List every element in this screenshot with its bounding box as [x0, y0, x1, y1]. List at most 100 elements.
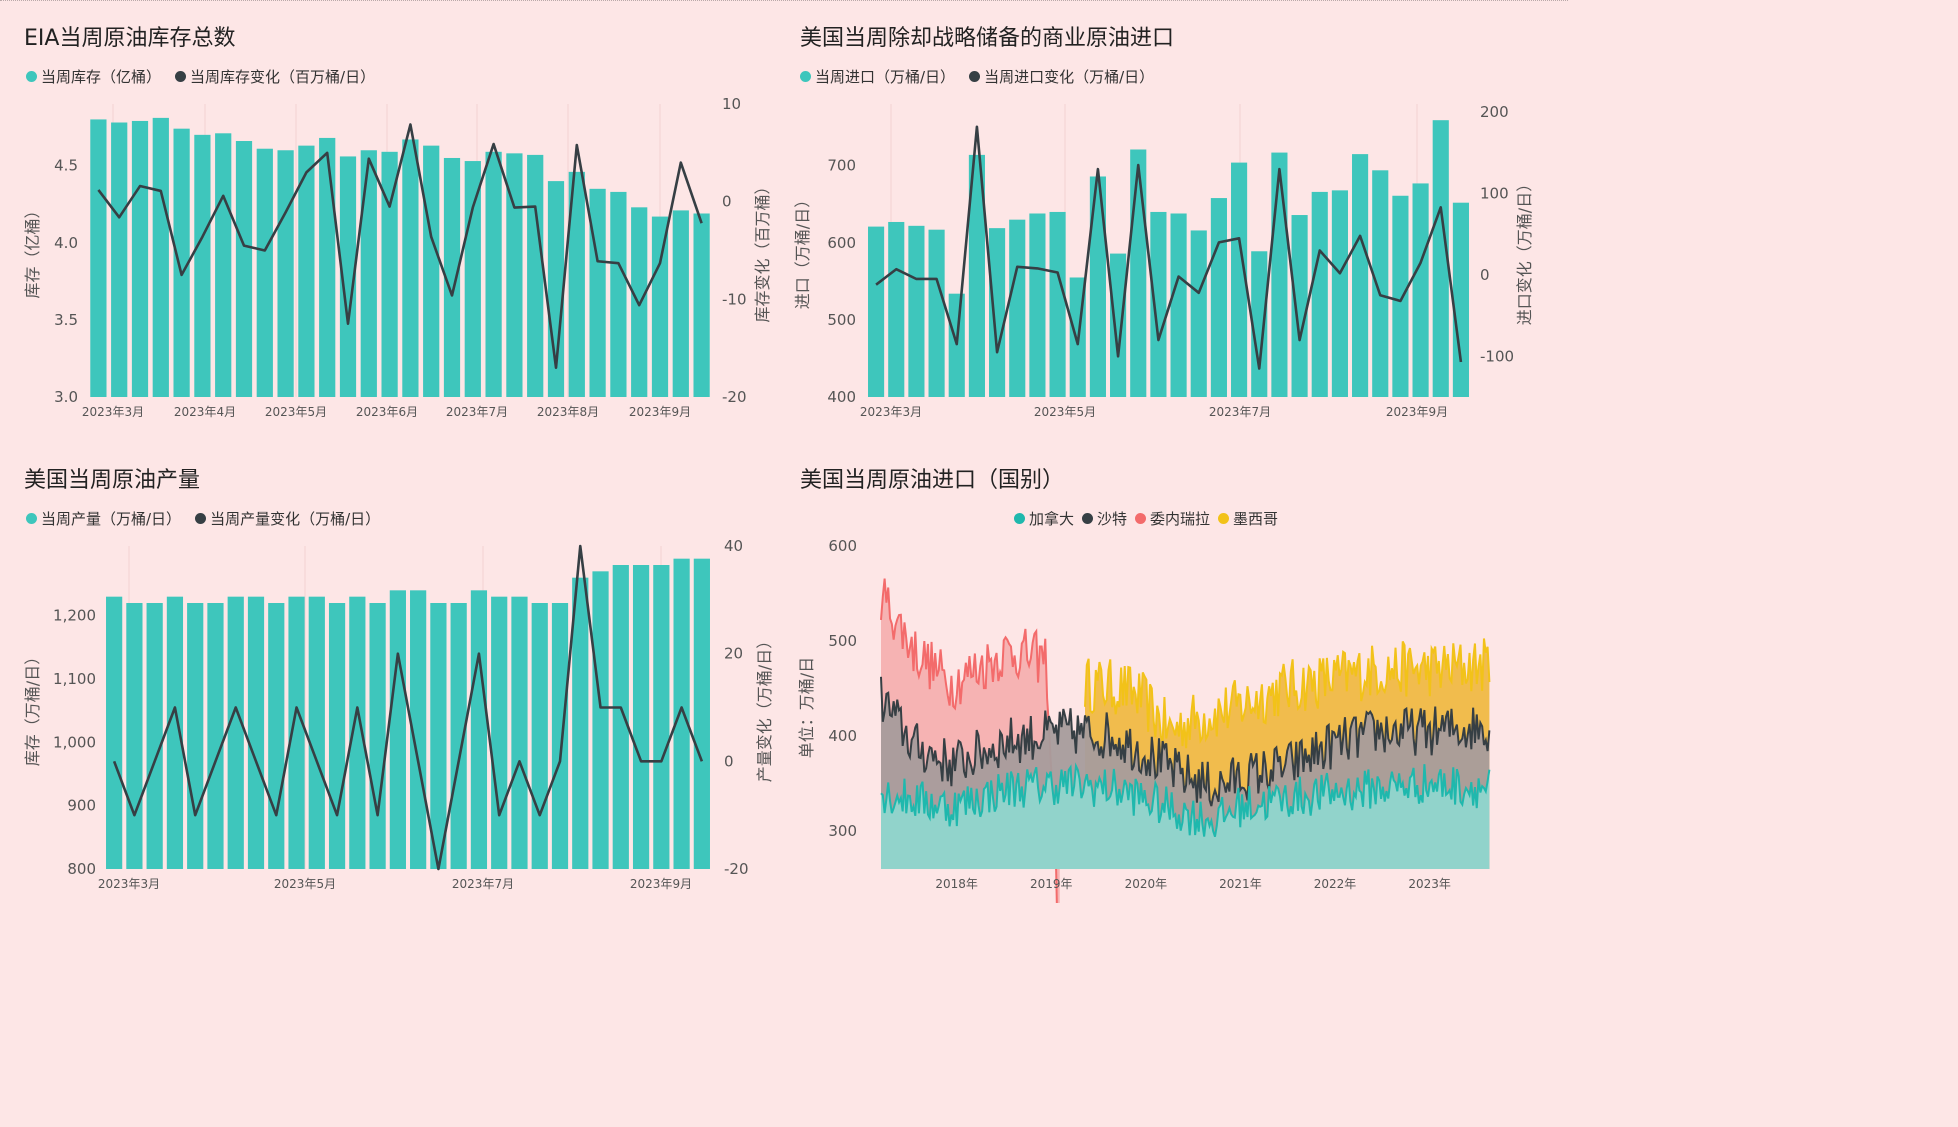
- bar: [288, 596, 305, 869]
- bar: [111, 122, 128, 398]
- bar: [592, 571, 609, 869]
- legend-dot-icon: [26, 513, 37, 524]
- legend-item-canada[interactable]: 加拿大: [1014, 508, 1074, 529]
- x-tick-label: 2023年9月: [629, 405, 691, 419]
- bar: [430, 603, 447, 869]
- bar: [672, 210, 689, 397]
- bar: [506, 153, 523, 397]
- area-0: [881, 764, 1490, 869]
- chart-title: 美国当周原油产量: [24, 468, 201, 493]
- x-tick-label: 2023年7月: [1209, 405, 1271, 419]
- legend-item-production[interactable]: 当周产量（万桶/日）: [26, 508, 181, 529]
- legend-item-mexico[interactable]: 墨西哥: [1218, 508, 1278, 529]
- y2-tick-label: -100: [1480, 347, 1514, 365]
- legend-item-imports-change[interactable]: 当周进口变化（万桶/日）: [969, 66, 1154, 87]
- y-axis-label: 库存（亿桶）: [23, 202, 42, 298]
- bar: [470, 590, 488, 869]
- chart-legend: 当周产量（万桶/日） 当周产量变化（万桶/日）: [26, 508, 394, 529]
- imports-by-country-chart-plot: 600 500 400 300 2018年 2019年 2020年 2021年 2022年 202…: [797, 537, 1491, 903]
- y2-tick-label: 10: [722, 95, 741, 113]
- production-chart-plot: 1,200 1,100 1,000 900 800 40 20 0 -20 2023年3月 2023…: [23, 537, 774, 891]
- x-tick-label: 2023年4月: [174, 405, 236, 419]
- bar: [673, 558, 690, 869]
- y-tick-label: 3.5: [54, 311, 78, 329]
- x-tick-label: 2023年7月: [452, 877, 514, 891]
- bar: [298, 145, 315, 397]
- bar: [339, 156, 357, 397]
- bar: [1352, 154, 1369, 397]
- y2-tick-label: 200: [1480, 103, 1509, 121]
- bar: [319, 137, 336, 397]
- bar: [491, 596, 508, 869]
- y-tick-label: 1,000: [53, 733, 96, 751]
- legend-item-inventory-change[interactable]: 当周库存变化（百万桶/日）: [175, 66, 375, 87]
- bar: [1110, 253, 1127, 397]
- bar: [369, 603, 386, 869]
- inventory-chart-panel: EIA当周原油库存总数 当周库存（亿桶） 当周库存变化（百万桶/日） 4.5 4.…: [0, 0, 784, 450]
- chart-legend: 当周进口（万桶/日） 当周进口变化（万桶/日）: [800, 66, 1168, 87]
- y-tick-label: 4.5: [54, 157, 78, 175]
- bar: [277, 150, 294, 397]
- bar: [485, 151, 502, 397]
- x-tick-label: 2021年: [1219, 877, 1262, 891]
- bar: [256, 148, 273, 397]
- bar: [653, 565, 670, 869]
- chart-title: 美国当周原油进口（国别）: [800, 468, 1065, 493]
- bar: [1432, 120, 1449, 397]
- legend-dot-icon: [969, 71, 981, 82]
- bar: [527, 154, 544, 397]
- legend-item-inventory[interactable]: 当周库存（亿桶）: [26, 66, 161, 87]
- y-tick-label: 600: [828, 537, 857, 555]
- y-tick-label: 900: [67, 797, 96, 815]
- bar: [1150, 211, 1167, 397]
- x-tick-label: 2023年3月: [98, 877, 160, 891]
- bar: [1372, 170, 1389, 397]
- y-tick-label: 500: [827, 311, 856, 329]
- legend-label: 当周进口变化（万桶/日）: [984, 68, 1155, 86]
- y-axis-label: 单位：万桶/日: [797, 657, 816, 758]
- legend-item-imports[interactable]: 当周进口（万桶/日）: [800, 66, 955, 87]
- bar: [402, 139, 419, 397]
- y2-axis-label: 库存变化（百万桶）: [753, 178, 772, 322]
- y2-tick-label: 0: [724, 752, 734, 770]
- y2-tick-label: -20: [722, 388, 747, 406]
- bar: [187, 603, 204, 869]
- legend-label: 委内瑞拉: [1150, 510, 1211, 528]
- legend-item-saudi[interactable]: 沙特: [1082, 508, 1127, 529]
- y2-tick-label: 0: [1480, 266, 1490, 284]
- series-line: [880, 762, 1491, 838]
- x-tick-label: 2023年7月: [446, 405, 508, 419]
- y-tick-label: 400: [827, 388, 856, 406]
- series-line: [880, 578, 1058, 903]
- y2-tick-label: 40: [724, 537, 743, 555]
- top-border: [0, 0, 1568, 1]
- bar: [693, 213, 710, 397]
- bar: [389, 590, 406, 869]
- bar: [131, 120, 149, 397]
- bar: [888, 221, 905, 397]
- bar: [268, 603, 285, 869]
- change-line: [97, 123, 703, 370]
- bar: [610, 191, 627, 397]
- bar: [173, 128, 190, 397]
- bar: [146, 603, 163, 869]
- legend-item-production-change[interactable]: 当周产量变化（万桶/日）: [195, 508, 380, 529]
- legend-dot-icon: [1082, 513, 1094, 524]
- x-tick-label: 2020年: [1125, 877, 1168, 891]
- imports-chart-plot: 700 600 500 400 200 100 0 -100 2023年3月 2023年5月 202…: [793, 103, 1534, 419]
- bar: [207, 603, 224, 869]
- bar: [1311, 191, 1328, 397]
- x-tick-label: 2023年9月: [1386, 405, 1448, 419]
- legend-dot-icon: [195, 513, 207, 524]
- bar: [423, 145, 440, 397]
- change-line: [875, 125, 1463, 370]
- y-tick-label: 3.0: [54, 388, 78, 406]
- bar: [1130, 149, 1147, 397]
- x-tick-label: 2023年9月: [630, 877, 692, 891]
- bar: [126, 603, 143, 869]
- legend-item-venezuela[interactable]: 委内瑞拉: [1135, 508, 1210, 529]
- y-tick-label: 700: [827, 157, 856, 175]
- legend-dot-icon: [1135, 513, 1147, 524]
- legend-dot-icon: [26, 71, 37, 82]
- y-tick-label: 400: [828, 727, 857, 745]
